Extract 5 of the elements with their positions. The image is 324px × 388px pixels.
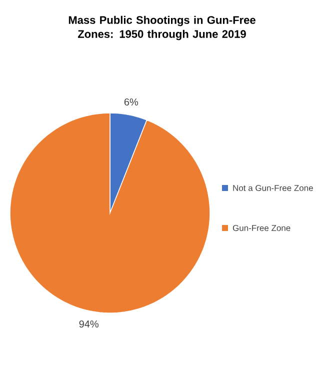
legend-label: Gun-Free Zone (232, 224, 290, 231)
data-label: 6% (124, 98, 138, 106)
data-label: 94% (79, 320, 98, 328)
chart-title: Mass Public Shootings in Gun-Free Zones: 1950 through June 2019 (68, 16, 256, 40)
legend-label: Not a Gun-Free Zone (233, 184, 313, 191)
